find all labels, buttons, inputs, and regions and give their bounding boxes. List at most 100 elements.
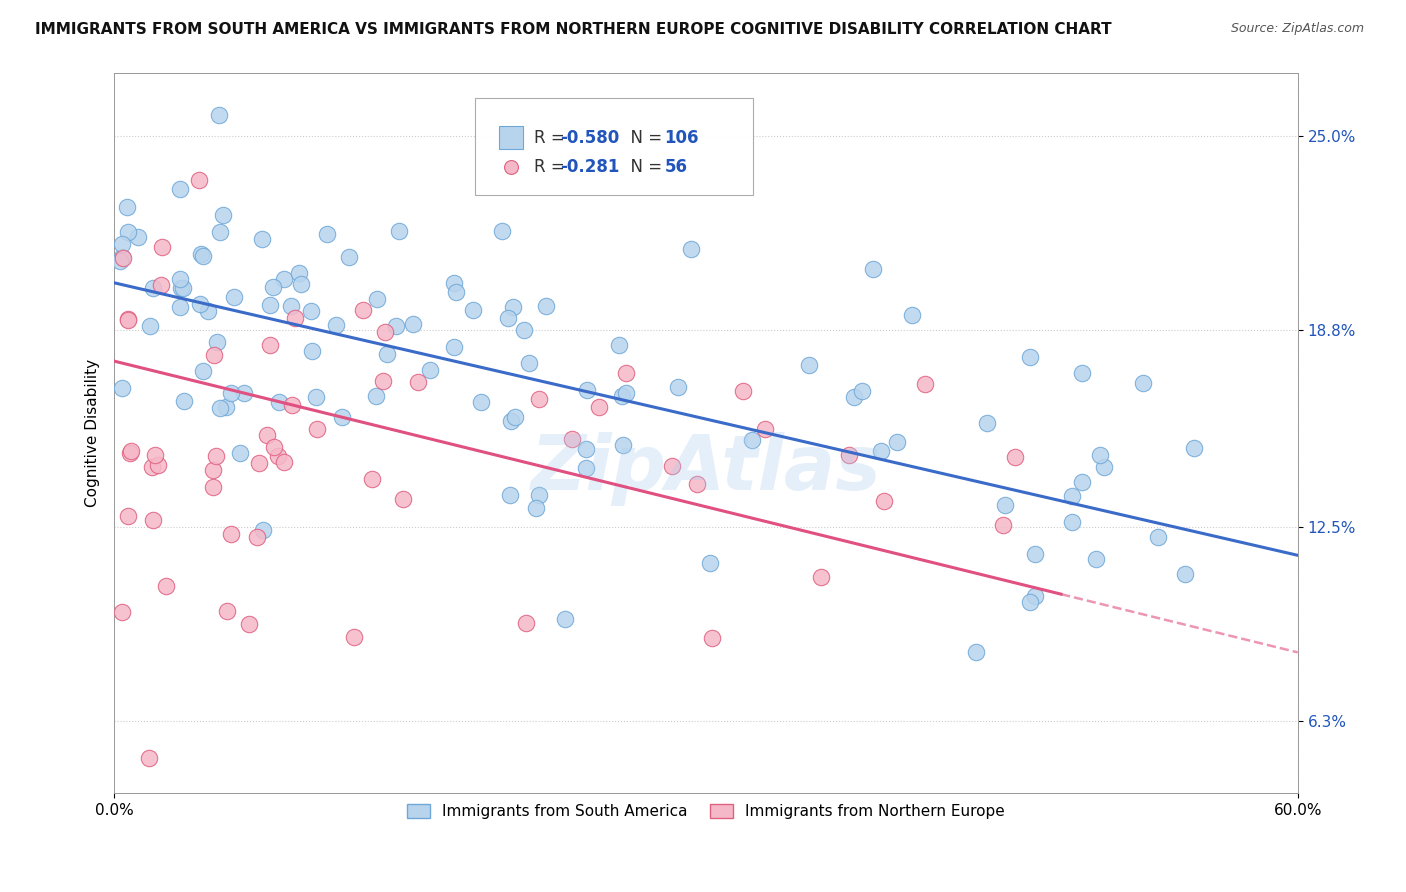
Point	[305, 422, 328, 436]
Point	[872, 494, 894, 508]
FancyBboxPatch shape	[475, 98, 754, 195]
Point	[256, 428, 278, 442]
Point	[1060, 515, 1083, 529]
Point	[202, 348, 225, 362]
Point	[503, 410, 526, 425]
Bar	[499, 127, 523, 149]
Point	[191, 364, 214, 378]
Point	[143, 448, 166, 462]
Point	[169, 281, 191, 295]
Point	[1132, 376, 1154, 391]
Point	[120, 444, 142, 458]
Point	[515, 616, 537, 631]
Point	[491, 224, 513, 238]
Point	[499, 487, 522, 501]
Point	[172, 280, 194, 294]
Point	[374, 326, 396, 340]
Point	[208, 108, 231, 122]
Point	[219, 527, 242, 541]
Point	[402, 317, 425, 331]
Point	[290, 277, 312, 292]
Point	[111, 606, 134, 620]
Point	[117, 509, 139, 524]
Text: IMMIGRANTS FROM SOUTH AMERICA VS IMMIGRANTS FROM NORTHERN EUROPE COGNITIVE DISAB: IMMIGRANTS FROM SOUTH AMERICA VS IMMIGRA…	[35, 22, 1112, 37]
Point	[446, 285, 468, 300]
Point	[111, 251, 134, 265]
Point	[1004, 450, 1026, 464]
Point	[205, 335, 228, 350]
Point	[1071, 475, 1094, 489]
Point	[810, 570, 832, 584]
Text: 56: 56	[665, 158, 688, 176]
Point	[612, 438, 634, 452]
Point	[842, 390, 865, 404]
Point	[267, 395, 290, 409]
Point	[686, 477, 709, 491]
Point	[862, 262, 884, 277]
Point	[330, 409, 353, 424]
Point	[115, 200, 138, 214]
Text: -0.281: -0.281	[561, 158, 620, 176]
Point	[142, 281, 165, 295]
Point	[614, 366, 637, 380]
Point	[993, 517, 1015, 532]
Point	[238, 617, 260, 632]
Point	[870, 443, 893, 458]
Point	[146, 458, 169, 472]
Point	[201, 480, 224, 494]
Point	[496, 311, 519, 326]
Point	[197, 303, 219, 318]
Point	[188, 297, 211, 311]
Text: 106: 106	[665, 128, 699, 147]
Point	[299, 303, 322, 318]
Point	[391, 492, 413, 507]
Point	[141, 460, 163, 475]
Point	[343, 630, 366, 644]
Point	[252, 524, 274, 538]
Point	[246, 530, 269, 544]
Text: ZipAtlas: ZipAtlas	[530, 433, 882, 506]
Point	[232, 386, 254, 401]
Point	[262, 279, 284, 293]
Point	[901, 308, 924, 322]
Point	[375, 346, 398, 360]
Point	[575, 442, 598, 456]
Point	[741, 433, 763, 447]
Point	[371, 374, 394, 388]
Point	[138, 751, 160, 765]
Y-axis label: Cognitive Disability: Cognitive Disability	[86, 359, 100, 508]
Point	[914, 377, 936, 392]
Point	[1146, 530, 1168, 544]
Point	[229, 446, 252, 460]
Point	[150, 240, 173, 254]
Point	[1019, 595, 1042, 609]
Point	[224, 290, 246, 304]
Point	[1024, 589, 1046, 603]
Point	[754, 422, 776, 436]
Point	[994, 498, 1017, 512]
Point	[190, 246, 212, 260]
Point	[325, 318, 347, 332]
Point	[111, 236, 134, 251]
Point	[284, 310, 307, 325]
Point	[501, 414, 523, 428]
Point	[139, 318, 162, 333]
Point	[702, 631, 724, 645]
Point	[666, 380, 689, 394]
Point	[797, 358, 820, 372]
Point	[127, 230, 149, 244]
Point	[169, 272, 191, 286]
Point	[527, 392, 550, 407]
Point	[502, 300, 524, 314]
Point	[616, 386, 638, 401]
Point	[215, 604, 238, 618]
Point	[212, 208, 235, 222]
Point	[250, 232, 273, 246]
Point	[315, 227, 337, 242]
Point	[1084, 551, 1107, 566]
Point	[1024, 547, 1046, 561]
Point	[301, 344, 323, 359]
Point	[661, 458, 683, 473]
Point	[408, 375, 430, 389]
Point	[155, 579, 177, 593]
